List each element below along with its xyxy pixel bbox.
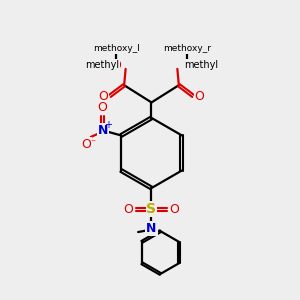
Text: methoxy_r: methoxy_r (163, 44, 211, 53)
Text: O: O (111, 59, 121, 72)
Text: S: S (146, 202, 157, 216)
Text: O: O (123, 203, 133, 216)
Text: methoxy_l: methoxy_l (93, 44, 140, 53)
Text: O: O (98, 101, 108, 114)
Text: O: O (182, 59, 192, 72)
Text: O: O (170, 203, 180, 216)
Text: N: N (98, 124, 108, 136)
Text: O: O (195, 90, 205, 103)
Text: O: O (82, 138, 92, 151)
Text: +: + (104, 120, 112, 130)
Text: ⁻: ⁻ (90, 138, 95, 148)
Text: N: N (146, 222, 157, 235)
Text: methyl: methyl (85, 60, 119, 70)
Text: O: O (98, 90, 108, 103)
Text: methyl: methyl (184, 60, 218, 70)
